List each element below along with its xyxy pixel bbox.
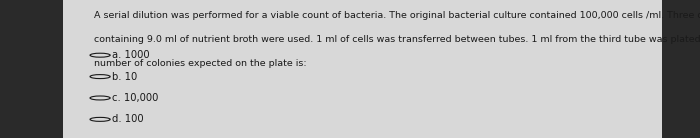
- Text: A serial dilution was performed for a viable count of bacteria. The original bac: A serial dilution was performed for a vi…: [94, 11, 700, 20]
- Text: c. 10,000: c. 10,000: [112, 93, 158, 103]
- Text: d. 100: d. 100: [112, 114, 144, 124]
- Text: a. 1000: a. 1000: [112, 50, 150, 60]
- Text: b. 10: b. 10: [112, 72, 137, 82]
- FancyBboxPatch shape: [63, 0, 662, 138]
- Text: containing 9.0 ml of nutrient broth were used. 1 ml of cells was transferred bet: containing 9.0 ml of nutrient broth were…: [94, 35, 700, 44]
- Text: number of colonies expected on the plate is:: number of colonies expected on the plate…: [94, 59, 307, 68]
